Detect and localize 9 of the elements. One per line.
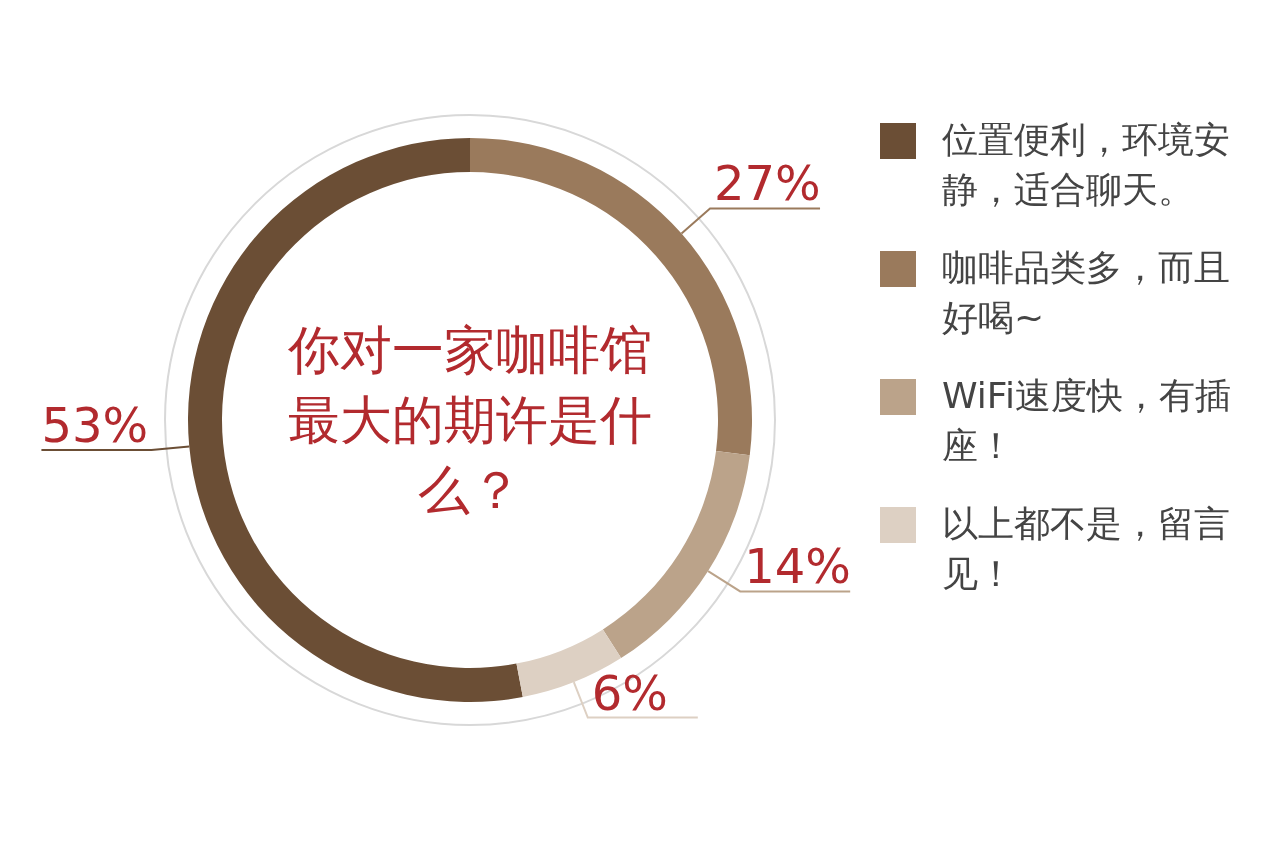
data-label: 27% [714,155,821,212]
data-label: 6% [591,664,668,721]
legend-label: 以上都不是，留言见！ [942,502,1231,596]
legend-label: 位置便利，环境安静，适合聊天。 [942,118,1231,212]
data-label: 14% [744,538,851,595]
legend-label: 咖啡品类多，而且好喝~ [942,246,1231,340]
text: 你对一家咖啡馆最大的期许是什么？ [287,319,653,522]
data-label: 53% [41,397,149,454]
legend-label: WiFi速度快，有插座！ [942,374,1232,468]
